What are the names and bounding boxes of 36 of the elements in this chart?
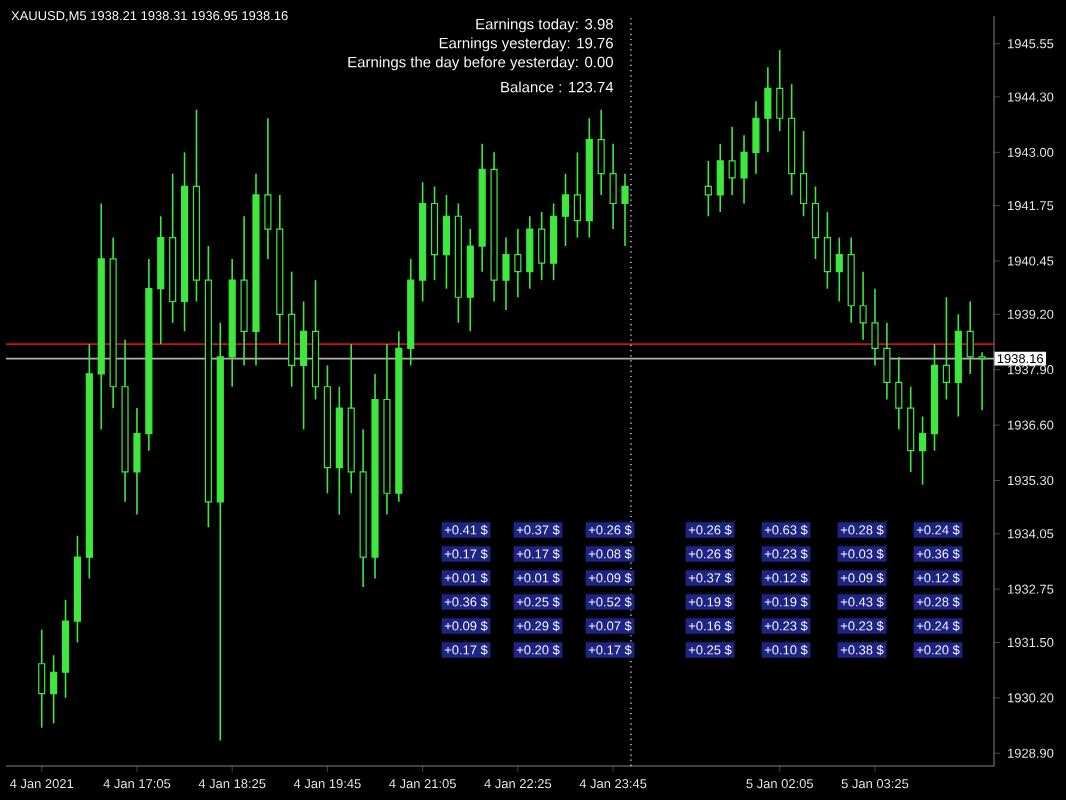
candlestick xyxy=(728,125,736,196)
candlestick xyxy=(514,228,522,299)
candlestick xyxy=(811,185,820,260)
candlestick xyxy=(621,172,629,247)
candlestick xyxy=(526,215,534,290)
candlestick xyxy=(550,202,558,281)
candlestick xyxy=(907,385,915,473)
candlestick xyxy=(776,49,784,132)
candlestick xyxy=(300,300,308,431)
candlestick xyxy=(764,66,772,154)
candlestick xyxy=(752,100,760,175)
candlestick xyxy=(502,236,510,311)
candlestick xyxy=(919,415,927,486)
candlestick xyxy=(133,407,141,516)
candlestick xyxy=(740,134,748,205)
candlestick xyxy=(883,322,891,401)
candlestick xyxy=(561,172,570,247)
candlestick xyxy=(538,211,546,281)
candlestick xyxy=(942,296,950,401)
candlestick xyxy=(835,236,843,303)
candlestick xyxy=(597,108,605,196)
candlestick xyxy=(573,151,581,239)
candlestick xyxy=(966,300,974,375)
candlestick xyxy=(895,356,903,431)
candlestick xyxy=(704,160,712,218)
candlestick xyxy=(799,130,808,218)
candlestick xyxy=(609,143,617,230)
candlestick xyxy=(442,194,451,290)
candlestick xyxy=(871,287,879,367)
candlestick xyxy=(716,143,724,213)
candlestick xyxy=(264,117,272,260)
candlestick xyxy=(978,351,986,411)
candlestick xyxy=(823,211,831,290)
candlestick xyxy=(38,628,46,729)
candlestick xyxy=(50,654,58,725)
candlestick xyxy=(859,270,867,341)
